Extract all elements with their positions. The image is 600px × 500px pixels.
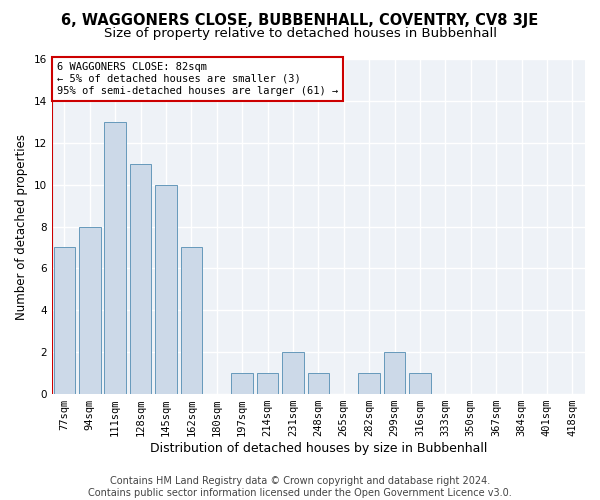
Bar [79,226,101,394]
Bar [257,373,278,394]
Y-axis label: Number of detached properties: Number of detached properties [15,134,28,320]
Bar [358,373,380,394]
Bar [130,164,151,394]
Bar [308,373,329,394]
Text: 6, WAGGONERS CLOSE, BUBBENHALL, COVENTRY, CV8 3JE: 6, WAGGONERS CLOSE, BUBBENHALL, COVENTRY… [61,12,539,28]
Bar [104,122,126,394]
Bar [282,352,304,394]
Text: Size of property relative to detached houses in Bubbenhall: Size of property relative to detached ho… [104,28,497,40]
Text: 6 WAGGONERS CLOSE: 82sqm
← 5% of detached houses are smaller (3)
95% of semi-det: 6 WAGGONERS CLOSE: 82sqm ← 5% of detache… [57,62,338,96]
Bar [232,373,253,394]
Bar [409,373,431,394]
Bar [53,248,75,394]
Bar [155,184,177,394]
Bar [181,248,202,394]
Bar [384,352,406,394]
Text: Contains HM Land Registry data © Crown copyright and database right 2024.
Contai: Contains HM Land Registry data © Crown c… [88,476,512,498]
X-axis label: Distribution of detached houses by size in Bubbenhall: Distribution of detached houses by size … [149,442,487,455]
